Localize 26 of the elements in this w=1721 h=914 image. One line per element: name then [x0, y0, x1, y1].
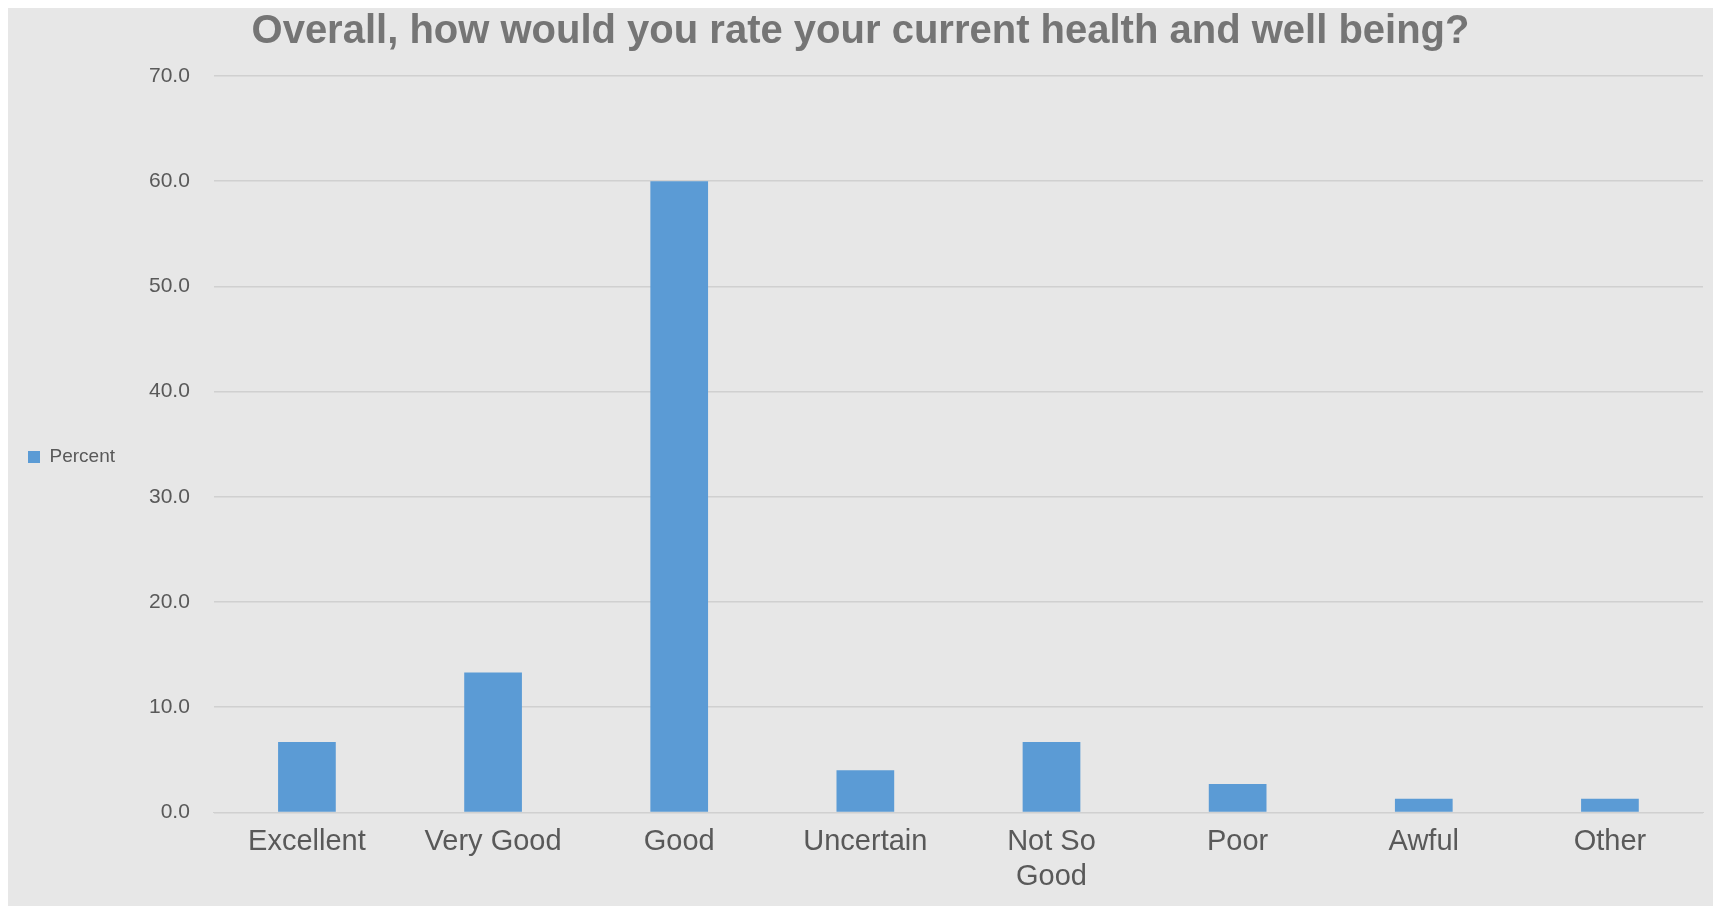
bar — [1208, 784, 1267, 812]
bar — [278, 741, 336, 812]
bar — [464, 672, 522, 812]
y-tick-label: 70.0 — [148, 62, 190, 86]
bar — [836, 770, 895, 812]
bar — [650, 181, 709, 812]
y-tick-label: 50.0 — [148, 273, 190, 297]
y-tick-label: 20.0 — [148, 588, 190, 612]
y-tick-label: 10.0 — [148, 694, 190, 717]
x-tick-label: Other — [1573, 823, 1647, 856]
x-tick-label: Poor — [1207, 823, 1269, 856]
chart-title: Overall, how would you rate your current health and well being? — [251, 7, 1470, 52]
x-tick-label: Very Good — [424, 823, 562, 856]
bar — [1022, 741, 1081, 812]
x-tick-label: Good — [643, 823, 715, 856]
x-tick-label: Awful — [1388, 823, 1459, 856]
x-tick-label: Uncertain — [803, 823, 928, 856]
x-tick-label: Not So Good — [1007, 823, 1096, 891]
legend-label: Percent — [49, 445, 116, 467]
y-tick-label: 0.0 — [160, 799, 190, 823]
x-tick-label: Excellent — [248, 823, 366, 856]
y-tick-label: 40.0 — [148, 378, 190, 402]
bar — [1581, 798, 1639, 812]
y-tick-label: 30.0 — [148, 483, 190, 507]
bar — [1394, 798, 1453, 812]
y-tick-label: 60.0 — [148, 168, 190, 191]
